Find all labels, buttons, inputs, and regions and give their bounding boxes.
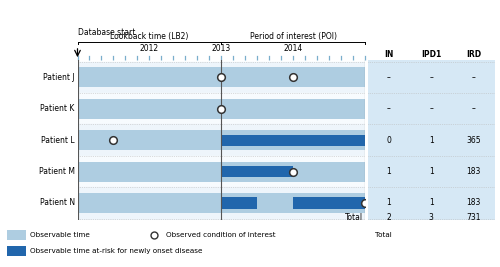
Text: Observable time: Observable time [30,232,90,238]
Text: IN: IN [384,49,394,58]
Bar [78,62,365,93]
Bar [78,187,365,219]
Text: Observable time at-risk for newly onset disease: Observable time at-risk for newly onset … [30,248,203,254]
Bar [410,60,453,220]
Text: –: – [387,73,390,82]
Text: 365: 365 [466,136,481,145]
Text: 1: 1 [429,167,434,176]
Text: 183: 183 [466,167,481,176]
Bar [78,124,365,156]
Text: 2014: 2014 [284,44,303,53]
Text: Patient J: Patient J [43,73,74,82]
Text: 183: 183 [466,198,481,207]
Text: 1: 1 [429,198,434,207]
Text: 3: 3 [429,213,434,222]
Text: –: – [430,104,433,113]
Text: Database start: Database start [78,28,135,37]
Text: Patient K: Patient K [40,104,74,113]
Text: 731: 731 [466,213,481,222]
Bar [8,230,26,240]
Text: –: – [430,73,433,82]
Text: IRD: IRD [466,49,481,58]
Text: Observed condition of interest: Observed condition of interest [166,232,276,238]
Text: Patient L: Patient L [41,136,74,145]
Text: IPD1: IPD1 [421,49,442,58]
Text: –: – [472,73,476,82]
Bar [78,156,365,187]
Text: Lookback time (LB2): Lookback time (LB2) [110,32,188,41]
Text: 1: 1 [386,167,391,176]
Text: –: – [472,104,476,113]
Text: Total: Total [345,213,363,222]
Text: 2013: 2013 [212,44,231,53]
Text: Total: Total [375,232,392,238]
Text: 2012: 2012 [140,44,159,53]
Bar [78,93,365,124]
Text: Patient N: Patient N [40,198,74,207]
Text: 1: 1 [386,198,391,207]
Text: 2: 2 [386,213,391,222]
Text: 0: 0 [386,136,391,145]
Text: –: – [387,104,390,113]
Bar [8,246,26,256]
Bar [452,60,495,220]
Text: Patient M: Patient M [38,167,74,176]
Text: 1: 1 [429,136,434,145]
Text: Period of interest (POI): Period of interest (POI) [250,32,336,41]
Bar [368,60,410,220]
